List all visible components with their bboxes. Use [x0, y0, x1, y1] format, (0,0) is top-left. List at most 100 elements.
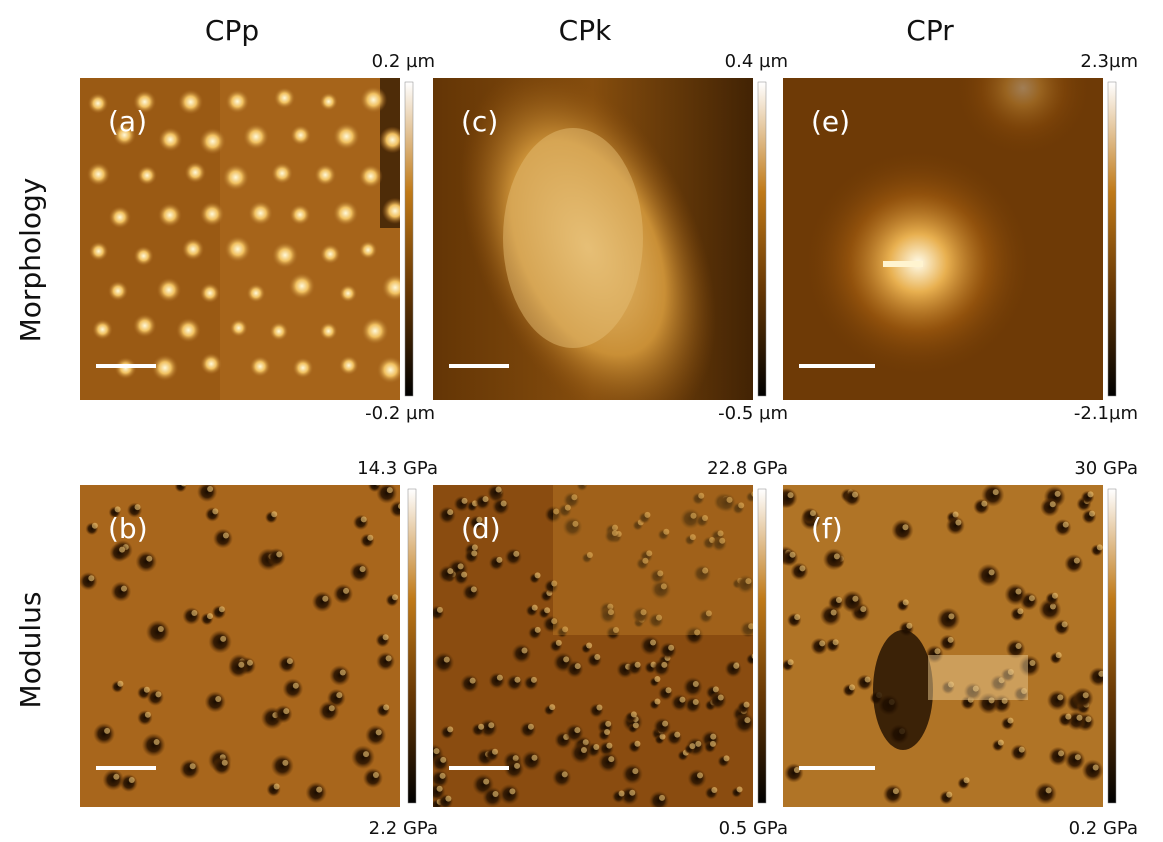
rim	[902, 524, 908, 530]
pit	[1089, 667, 1109, 687]
rim	[92, 523, 98, 529]
pit	[278, 655, 296, 673]
bump	[134, 246, 154, 266]
rim	[535, 627, 541, 633]
pit	[205, 691, 226, 712]
pit	[843, 489, 860, 506]
scale-min-label: 0.2 GPa	[1069, 818, 1138, 839]
pit	[475, 494, 491, 510]
colorbar	[758, 489, 766, 803]
rim	[219, 606, 225, 612]
pit	[520, 721, 537, 738]
rim	[223, 532, 229, 538]
pit	[521, 750, 542, 771]
pit	[939, 635, 956, 652]
rim	[836, 597, 842, 603]
bump	[115, 357, 137, 379]
rim	[689, 743, 695, 749]
pit	[1064, 750, 1085, 771]
rim	[794, 614, 800, 620]
rim	[447, 509, 453, 515]
rim	[1088, 491, 1094, 497]
pit	[1082, 509, 1097, 524]
bump	[360, 86, 387, 113]
bump	[88, 93, 109, 114]
rim	[440, 773, 446, 779]
rim	[282, 760, 288, 766]
scale-min-label: 2.2 GPa	[369, 818, 438, 839]
pit	[147, 689, 164, 706]
bump	[271, 162, 293, 184]
rim	[1058, 750, 1064, 756]
pit	[179, 759, 200, 780]
rim	[964, 777, 970, 783]
rim	[360, 566, 366, 572]
rim	[212, 508, 218, 514]
rim	[375, 479, 381, 485]
rim	[833, 639, 839, 645]
pit	[271, 754, 294, 777]
panel-label: (e)	[811, 105, 850, 138]
rim	[679, 697, 685, 703]
pit	[365, 725, 386, 746]
pit	[274, 705, 292, 723]
rim	[146, 556, 152, 562]
pit	[566, 660, 584, 678]
bump	[133, 314, 157, 338]
rim	[831, 610, 837, 616]
row-title: Modulus	[14, 592, 47, 709]
pit	[205, 507, 220, 522]
rim	[593, 744, 599, 750]
rim	[1093, 764, 1099, 770]
pit	[1082, 760, 1104, 782]
rim	[316, 787, 322, 793]
bump	[290, 125, 311, 146]
pit	[820, 605, 841, 626]
rim	[594, 654, 600, 660]
bump	[359, 241, 378, 260]
pit	[228, 657, 249, 678]
rim	[654, 699, 660, 705]
rim	[387, 487, 393, 493]
colorbar	[1108, 489, 1116, 803]
rim	[1052, 593, 1058, 599]
dark-core	[873, 630, 933, 750]
rim	[989, 569, 995, 575]
rim	[1074, 558, 1080, 564]
rim	[528, 724, 534, 730]
scale-max-label: 14.3 GPa	[357, 458, 438, 479]
rim	[1089, 511, 1095, 517]
pit	[142, 733, 166, 757]
afm-image	[783, 18, 1103, 400]
bump	[230, 319, 248, 337]
rim	[849, 684, 855, 690]
rim	[191, 610, 197, 616]
pit	[488, 672, 505, 689]
rim	[893, 788, 899, 794]
pit	[506, 674, 523, 691]
pit	[658, 686, 673, 701]
rim	[955, 520, 961, 526]
rim	[586, 643, 592, 649]
rim	[361, 516, 367, 522]
bump	[319, 92, 338, 111]
rim	[998, 740, 1004, 746]
rim	[852, 492, 858, 498]
pit	[1034, 782, 1057, 805]
pit	[1054, 519, 1071, 536]
rim	[752, 653, 758, 659]
rim	[744, 702, 750, 708]
rim	[190, 763, 196, 769]
rim	[1075, 754, 1081, 760]
rim	[509, 788, 515, 794]
pit	[462, 584, 480, 602]
pit	[977, 564, 1000, 587]
pit	[883, 784, 903, 804]
rim	[521, 648, 527, 654]
bump	[200, 353, 222, 375]
bump	[292, 357, 313, 378]
rim	[605, 721, 611, 727]
rim	[634, 741, 640, 747]
scale-max-label: 0.4 µm	[725, 51, 788, 72]
rim	[581, 747, 587, 753]
